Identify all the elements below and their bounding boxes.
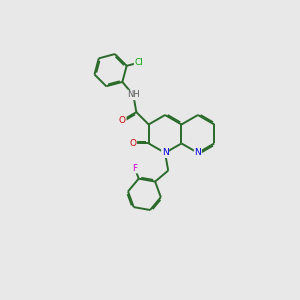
Text: N: N (162, 148, 168, 158)
Text: NH: NH (127, 91, 140, 100)
Text: O: O (119, 116, 126, 125)
Text: F: F (132, 164, 137, 173)
Text: Cl: Cl (134, 58, 143, 67)
Text: O: O (130, 139, 136, 148)
Text: N: N (194, 148, 201, 158)
